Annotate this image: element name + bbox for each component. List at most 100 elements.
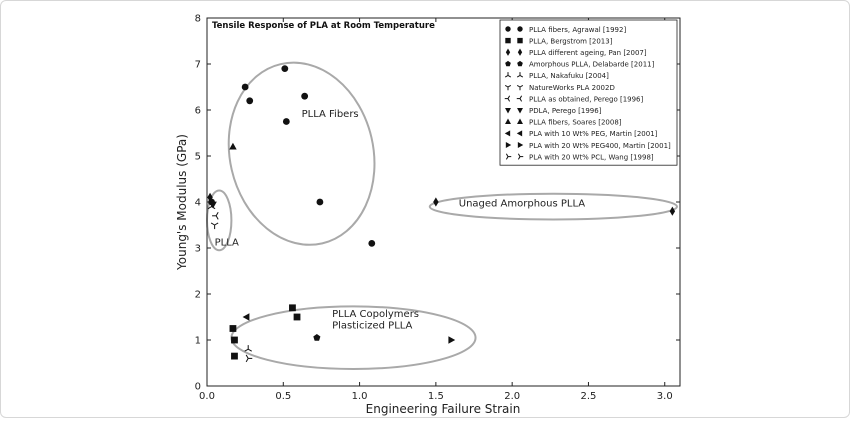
data-point <box>313 333 321 341</box>
region-label: PLLA Copolymers <box>332 309 419 320</box>
data-point-stroke <box>207 206 212 210</box>
data-point-stroke <box>244 348 249 352</box>
legend-marker-stroke <box>519 95 523 99</box>
legend-marker-stroke <box>504 84 509 88</box>
legend-marker <box>504 72 512 78</box>
legend-marker-stroke <box>517 156 521 160</box>
legend-label: PLA with 20 Wt% PCL, Wang [1998] <box>529 153 654 161</box>
legend-marker <box>504 84 512 91</box>
data-point <box>281 65 289 72</box>
data-point <box>231 336 238 344</box>
y-axis-label: Young's Modulus (GPa) <box>175 134 189 271</box>
data-point <box>282 118 290 125</box>
data-point <box>229 142 237 150</box>
legend-marker-stroke <box>519 98 523 102</box>
data-point <box>229 325 237 332</box>
data-point <box>301 92 309 100</box>
chart-title: Tensile Response of PLA at Room Temperat… <box>212 21 435 31</box>
legend-label: PLLA fibers, Agrawal [1992] <box>529 26 626 34</box>
legend-box <box>499 19 678 166</box>
x-tick-label: 1.5 <box>428 391 444 402</box>
legend-marker <box>505 142 512 148</box>
data-point-stroke <box>247 348 252 352</box>
x-tick-label: 3.0 <box>657 391 673 402</box>
legend-label: PDLA, Perego [1996] <box>529 107 602 115</box>
legend-marker <box>504 95 511 102</box>
x-tick-label: 2.0 <box>504 391 520 402</box>
data-point-stroke <box>215 212 219 217</box>
y-tick-label: 2 <box>195 290 201 301</box>
data-point <box>368 240 376 247</box>
x-axis-label: Engineering Failure Strain <box>366 402 521 416</box>
legend-marker-stroke <box>504 74 509 78</box>
legend-label: PLLA fibers, Soares [2008] <box>529 119 622 127</box>
region-label: PLLA Fibers <box>302 109 359 120</box>
legend-marker <box>504 130 511 137</box>
legend-marker <box>517 153 524 160</box>
legend-marker <box>505 108 511 114</box>
legend-marker <box>517 37 523 44</box>
y-tick-label: 3 <box>195 244 201 255</box>
y-tick-label: 1 <box>195 336 201 347</box>
data-point <box>669 206 676 216</box>
legend-marker <box>516 84 524 91</box>
data-point <box>231 352 238 360</box>
y-tick-label: 0 <box>195 382 201 393</box>
legend-label: NatureWorks PLA 2002D <box>529 84 615 92</box>
legend-marker <box>516 130 523 137</box>
x-tick-label: 1.0 <box>352 391 368 402</box>
legend-marker <box>505 37 511 44</box>
data-point <box>433 197 439 207</box>
data-point <box>208 198 215 206</box>
region-annotations: PLLA Fibers Unaged Amorphous PLLA PLLA PLLA… <box>215 109 586 332</box>
legend-marker-stroke <box>507 95 511 99</box>
region-label: Unaged Amorphous PLLA <box>459 199 586 210</box>
data-points <box>207 65 676 363</box>
data-point-stroke <box>210 222 215 226</box>
data-point <box>244 345 252 352</box>
legend-marker <box>517 60 523 67</box>
data-point-stroke <box>215 215 219 220</box>
data-point <box>316 198 324 206</box>
y-tick-label: 8 <box>195 14 201 25</box>
data-point-stroke <box>245 358 249 363</box>
legend-marker <box>505 118 511 124</box>
legend-marker-stroke <box>516 74 521 78</box>
legend-marker <box>517 48 523 56</box>
region-label: Plasticized PLLA <box>332 321 412 332</box>
legend-marker <box>505 26 511 32</box>
legend-marker-stroke <box>507 98 511 102</box>
axis-ticks: 0.0 0.5 1.0 1.5 2.0 2.5 3.0 0 1 2 3 4 5 6 7 8 <box>195 14 680 402</box>
legend-marker <box>505 48 511 56</box>
data-point <box>241 83 249 91</box>
region-ellipse <box>227 61 376 246</box>
data-point-stroke <box>245 354 249 359</box>
legend-marker <box>516 95 523 102</box>
data-point <box>245 354 253 363</box>
data-point <box>210 222 219 230</box>
legend-marker <box>517 26 523 32</box>
legend-marker <box>517 108 523 114</box>
x-tick-label: 0.0 <box>199 391 215 402</box>
legend-marker <box>516 72 524 78</box>
legend-marker-stroke <box>505 156 509 160</box>
y-tick-label: 7 <box>195 60 201 71</box>
y-tick-label: 5 <box>195 152 201 163</box>
legend-label: PLA with 20 Wt% PEG400, Martin [2001] <box>529 142 671 150</box>
legend-label: Amorphous PLLA, Delabarde [2011] <box>529 61 655 69</box>
legend-marker <box>517 142 524 148</box>
legend-marker-stroke <box>507 74 512 78</box>
data-point-stroke <box>214 222 219 226</box>
legend-marker-stroke <box>519 84 524 88</box>
legend-label: PLLA different ageing, Pan [2007] <box>529 49 647 57</box>
y-tick-label: 6 <box>195 106 201 117</box>
legend-label: PLLA as obtained, Perego [1996] <box>529 95 644 103</box>
data-point <box>242 313 250 321</box>
legend-marker <box>517 118 523 124</box>
data-point <box>293 313 301 321</box>
legend: PLLA fibers, Agrawal [1992] PLLA, Bergstr… <box>499 19 678 166</box>
legend-marker-stroke <box>519 74 524 78</box>
region-ellipse <box>428 192 678 221</box>
data-point <box>448 336 456 344</box>
